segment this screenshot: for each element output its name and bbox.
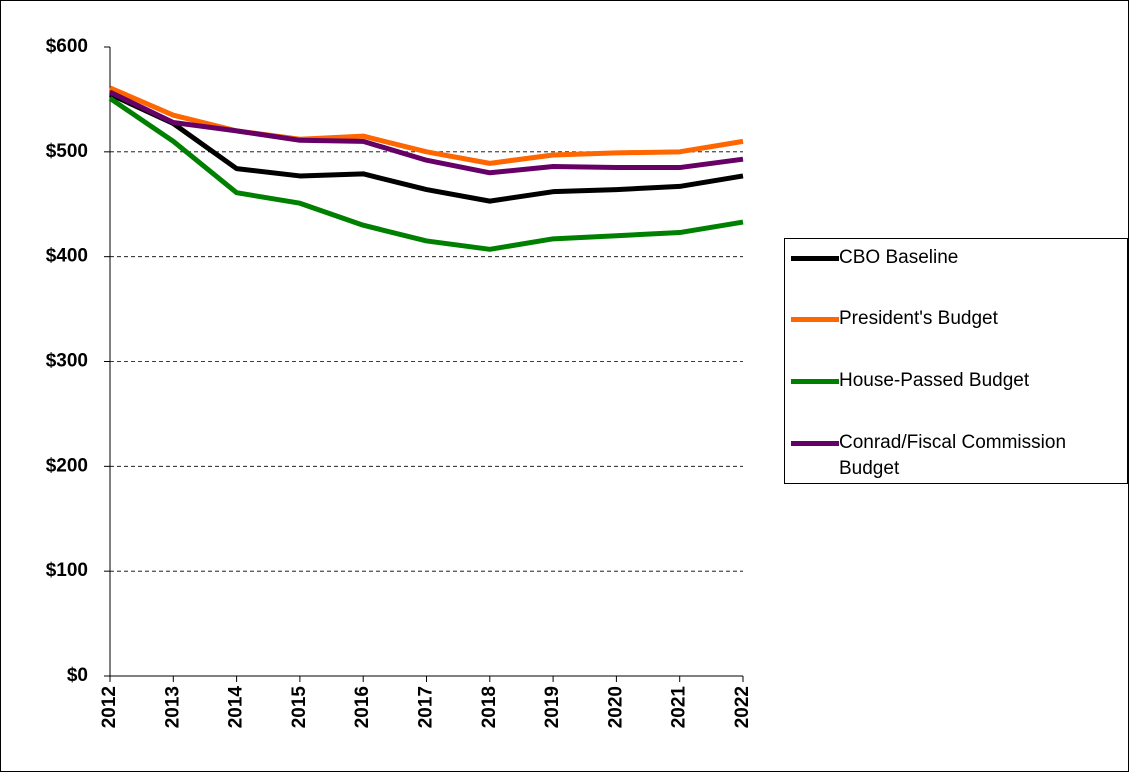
x-tick-label: 2018 <box>479 686 500 728</box>
x-tick-label: 2016 <box>352 686 373 728</box>
x-tick-label: 2012 <box>99 686 120 728</box>
legend-label: House-Passed Budget <box>839 370 1030 391</box>
y-tick-label: $600 <box>46 36 88 57</box>
legend-entry: Conrad/Fiscal Commission Budget <box>791 430 1121 482</box>
legend-label: Conrad/Fiscal Commission Budget <box>839 432 1067 479</box>
y-tick-label: $300 <box>46 351 88 372</box>
legend-label: CBO Baseline <box>839 247 959 268</box>
x-tick-label: 2014 <box>226 686 247 729</box>
x-tick-label: 2015 <box>289 686 310 729</box>
x-tick-label: 2020 <box>605 686 626 728</box>
x-tick-label: 2017 <box>416 686 437 728</box>
legend-swatch <box>791 379 839 384</box>
y-tick-label: $100 <box>46 560 88 581</box>
y-tick-label: $200 <box>46 455 88 476</box>
legend-label: President's Budget <box>839 308 998 329</box>
legend-entry: House-Passed Budget <box>791 368 1121 394</box>
series-line <box>108 91 744 204</box>
legend-swatch <box>791 256 839 261</box>
x-tick-label: 2022 <box>732 686 753 728</box>
legend-swatch <box>791 317 839 322</box>
x-tick-label: 2013 <box>162 686 183 728</box>
legend-entry: CBO Baseline <box>791 245 1121 271</box>
series-line <box>108 89 744 176</box>
legend-swatch <box>791 441 839 446</box>
y-tick-label: $0 <box>67 665 88 686</box>
y-tick-label: $500 <box>46 141 88 162</box>
x-tick-label: 2021 <box>669 686 690 729</box>
legend-entry: President's Budget <box>791 306 1121 332</box>
legend: CBO Baseline President's Budget House-Pass… <box>784 238 1128 484</box>
x-tick-label: 2019 <box>542 686 563 728</box>
y-tick-label: $400 <box>46 246 88 267</box>
series-line <box>108 96 744 252</box>
